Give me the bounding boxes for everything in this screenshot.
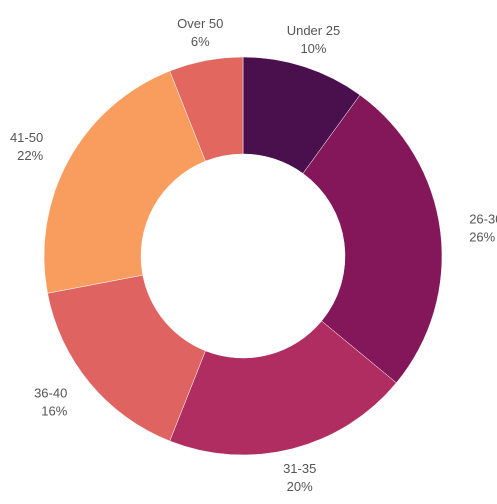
slice-label-under-25: Under 25 10% bbox=[287, 23, 340, 56]
slice-category-label: 41-50 bbox=[10, 130, 43, 145]
slice-41-50 bbox=[43, 70, 206, 294]
slice-label-26-30: 26-30 26% bbox=[469, 211, 497, 244]
slice-value-label: 22% bbox=[17, 148, 43, 163]
slice-label-over-50: Over 50 6% bbox=[177, 16, 223, 49]
slice-value-label: 26% bbox=[469, 229, 495, 244]
slice-label-36-40: 36-40 16% bbox=[34, 385, 68, 418]
slice-over-50 bbox=[169, 56, 244, 162]
slice-value-label: 10% bbox=[300, 41, 326, 56]
slice-value-label: 6% bbox=[191, 34, 210, 49]
slice-label-41-50: 41-50 22% bbox=[10, 130, 44, 163]
slice-category-label: 31-35 bbox=[283, 461, 316, 476]
slice-category-label: 36-40 bbox=[34, 385, 67, 400]
slice-36-40 bbox=[47, 274, 206, 442]
slice-26-30 bbox=[302, 94, 443, 384]
slice-label-31-35: 31-35 20% bbox=[283, 461, 316, 494]
slice-category-label: Under 25 bbox=[287, 23, 340, 38]
slice-value-label: 16% bbox=[41, 403, 67, 418]
slice-31-35 bbox=[169, 320, 397, 456]
slice-category-label: Over 50 bbox=[177, 16, 223, 31]
donut-slices bbox=[43, 56, 443, 456]
slice-labels: Under 25 10% 26-30 26% 31-35 20% 36-40 16% 41-50… bbox=[10, 16, 497, 494]
slice-value-label: 20% bbox=[287, 479, 313, 494]
slice-category-label: 26-30 bbox=[469, 211, 497, 226]
